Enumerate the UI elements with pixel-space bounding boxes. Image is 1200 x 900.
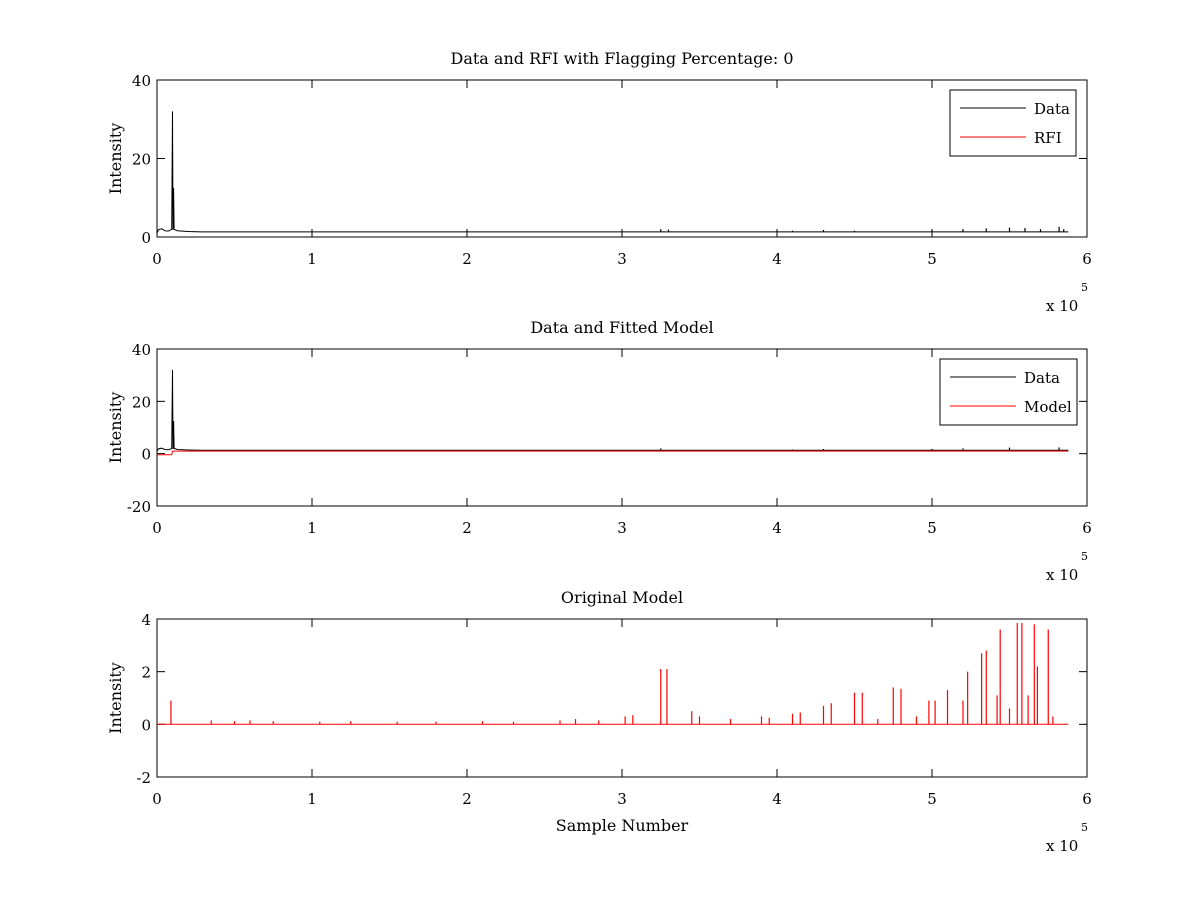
legend-box — [939, 358, 1078, 426]
y-axis-label: Intensity — [106, 662, 125, 734]
legend: Data RFI — [949, 89, 1077, 157]
x-axis-label: Sample Number — [556, 816, 689, 835]
x-tick-label: 1 — [307, 250, 317, 268]
x-tick-label: 5 — [927, 519, 937, 537]
x-tick-label: 5 — [927, 250, 937, 268]
y-tick-label: 0 — [141, 446, 151, 464]
legend: Data Model — [939, 358, 1078, 426]
x-multiplier-exponent: 5 — [1081, 821, 1088, 834]
x-tick-label: 0 — [152, 250, 162, 268]
x-tick-label: 2 — [462, 519, 472, 537]
series-line-data — [156, 111, 1069, 234]
y-tick-label: 2 — [141, 664, 151, 682]
chart-title: Original Model — [561, 588, 683, 607]
x-multiplier: x 10 — [1046, 837, 1078, 855]
y-axis-label: Intensity — [106, 392, 125, 464]
y-tick-label: -2 — [136, 769, 151, 787]
y-tick-label: 40 — [132, 72, 151, 90]
x-tick-label: 2 — [462, 790, 472, 808]
x-multiplier-exponent: 5 — [1081, 550, 1088, 563]
x-tick-label: 5 — [927, 790, 937, 808]
series-line-data — [156, 369, 1069, 452]
series-line-model — [157, 450, 1069, 456]
y-tick-label: -20 — [127, 498, 151, 516]
axes-frame — [156, 348, 1088, 507]
x-tick-label: 0 — [152, 790, 162, 808]
x-tick-label: 3 — [617, 790, 627, 808]
x-tick-label: 4 — [772, 250, 782, 268]
chart-panel-1: Data and RFI with Flagging Percentage: 0… — [106, 49, 1092, 315]
x-tick-label: 3 — [617, 519, 627, 537]
legend-label: Model — [1024, 398, 1072, 416]
y-tick-label: 0 — [141, 229, 151, 247]
legend-label: Data — [1024, 369, 1060, 387]
y-tick-label: 20 — [132, 393, 151, 411]
y-tick-label: 4 — [141, 611, 151, 629]
legend-box — [949, 89, 1077, 157]
x-tick-label: 1 — [307, 519, 317, 537]
y-tick-label: 0 — [141, 716, 151, 734]
x-tick-label: 4 — [772, 790, 782, 808]
x-multiplier: x 10 — [1046, 566, 1078, 584]
legend-label: Data — [1034, 100, 1070, 118]
y-tick-label: 20 — [132, 151, 151, 169]
axes-frame — [156, 79, 1088, 238]
x-tick-label: 4 — [772, 519, 782, 537]
chart-title: Data and Fitted Model — [530, 318, 713, 337]
x-tick-label: 2 — [462, 250, 472, 268]
chart-title: Data and RFI with Flagging Percentage: 0 — [450, 49, 793, 68]
axes-frame — [156, 618, 1088, 778]
x-multiplier-exponent: 5 — [1081, 281, 1088, 294]
x-tick-label: 6 — [1082, 250, 1092, 268]
x-tick-label: 1 — [307, 790, 317, 808]
x-tick-label: 3 — [617, 250, 627, 268]
x-tick-label: 6 — [1082, 519, 1092, 537]
y-axis-label: Intensity — [106, 123, 125, 195]
y-tick-label: 40 — [132, 341, 151, 359]
x-tick-label: 0 — [152, 519, 162, 537]
x-multiplier: x 10 — [1046, 297, 1078, 315]
x-tick-label: 6 — [1082, 790, 1092, 808]
legend-label: RFI — [1034, 129, 1062, 147]
